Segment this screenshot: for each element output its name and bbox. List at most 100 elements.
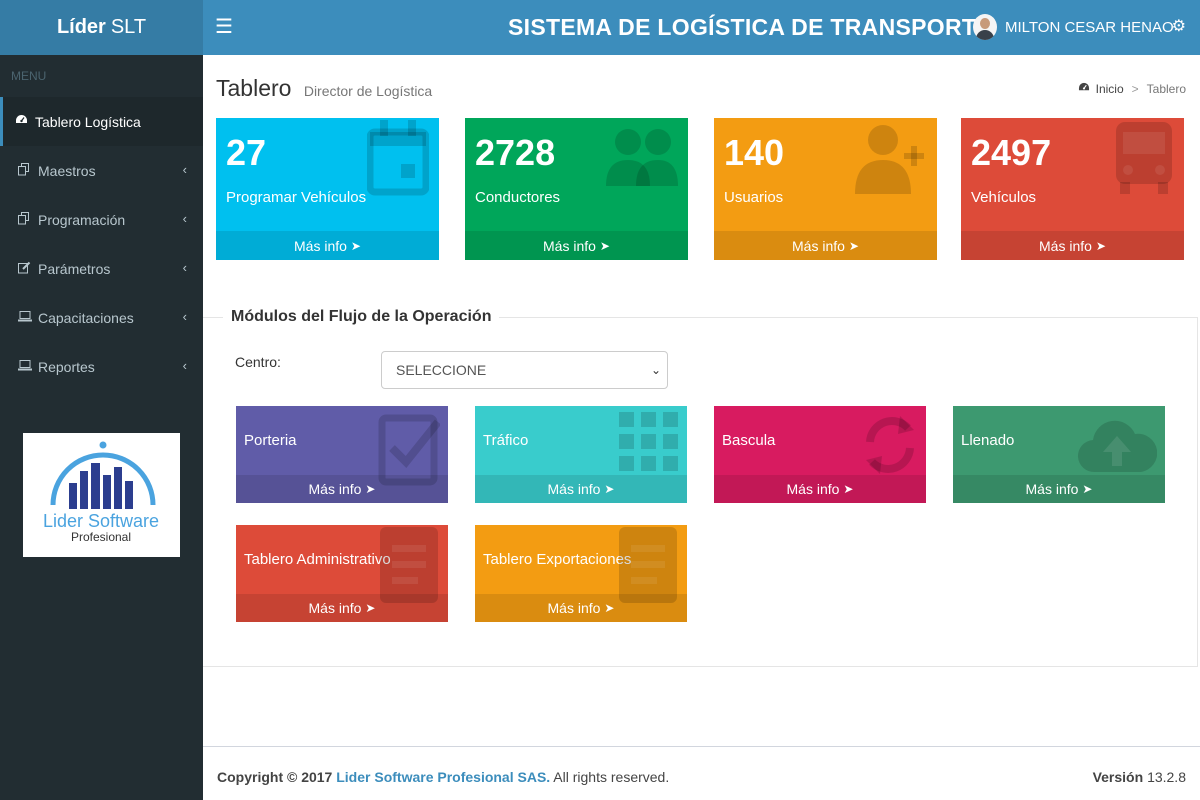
user-menu[interactable]: MILTON CESAR HENAO xyxy=(973,14,1174,40)
more-info-link[interactable]: Más info ➤ xyxy=(475,594,687,622)
arrow-circle-right-icon: ➤ xyxy=(604,601,615,615)
centro-label: Centro: xyxy=(235,354,281,370)
grid-icon xyxy=(619,412,679,481)
sidebar: MENU Tablero Logística Maestros ‹ Progra… xyxy=(0,55,203,800)
more-info-link[interactable]: Más info ➤ xyxy=(714,475,926,503)
stat-label: Conductores xyxy=(475,189,561,206)
module-label: Tráfico xyxy=(483,432,529,449)
menu-header: MENU xyxy=(11,69,47,83)
avatar xyxy=(973,14,997,40)
dashboard-icon xyxy=(15,114,35,129)
chevron-left-icon: ‹ xyxy=(182,211,187,226)
version-number: 13.2.8 xyxy=(1147,769,1186,785)
calendar-icon xyxy=(366,118,430,201)
copyright: Copyright © 2017 Lider Software Profesio… xyxy=(217,769,669,785)
logo-text-2: Profesional xyxy=(71,530,131,544)
refresh-icon xyxy=(862,406,918,489)
document-icon xyxy=(380,527,438,608)
check-square-icon xyxy=(378,408,442,491)
copyright-text: Copyright © 2017 xyxy=(217,769,333,785)
rights-text: All rights reserved. xyxy=(553,769,670,785)
sidebar-item-capacitaciones[interactable]: Capacitaciones ‹ xyxy=(0,293,203,342)
module-label: Tablero Exportaciones xyxy=(483,551,632,568)
sidebar-item-parametros[interactable]: Parámetros ‹ xyxy=(0,244,203,293)
stat-value: 2497 xyxy=(971,132,1052,173)
more-info-label: Más info xyxy=(786,481,840,497)
sidebar-item-label: Parámetros xyxy=(38,260,111,277)
gears-icon[interactable]: ⚙ xyxy=(1171,18,1186,35)
arrow-circle-right-icon: ➤ xyxy=(604,482,615,496)
module-porteria: Porteria Más info ➤ xyxy=(236,406,448,503)
arrow-circle-right-icon: ➤ xyxy=(365,601,376,615)
sidebar-item-label: Reportes xyxy=(38,358,95,375)
stat-value: 27 xyxy=(226,132,267,173)
laptop-icon xyxy=(18,359,38,374)
sidebar-item-tablero-logistica[interactable]: Tablero Logística xyxy=(0,97,203,146)
version: Versión 13.2.8 xyxy=(1093,769,1186,785)
brand-logo[interactable]: Líder SLT xyxy=(0,0,203,55)
stat-box-vehiculos: 2497 Vehículos Más info ➤ xyxy=(961,118,1184,260)
module-label: Bascula xyxy=(722,432,776,449)
chevron-left-icon: ‹ xyxy=(182,309,187,324)
centro-select-value: SELECCIONE xyxy=(396,362,487,378)
breadcrumb: Inicio > Tablero xyxy=(1078,82,1186,96)
more-info-link[interactable]: Más info ➤ xyxy=(714,231,937,260)
stat-label: Usuarios xyxy=(724,189,784,206)
sidebar-item-maestros[interactable]: Maestros ‹ xyxy=(0,146,203,195)
hamburger-icon[interactable]: ☰ xyxy=(215,16,233,38)
sidebar-item-programacion[interactable]: Programación ‹ xyxy=(0,195,203,244)
arrow-circle-right-icon: ➤ xyxy=(350,238,361,253)
more-info-label: Más info xyxy=(308,600,362,616)
sidebar-item-reportes[interactable]: Reportes ‹ xyxy=(0,342,203,391)
page-title-text: Tablero xyxy=(216,75,292,101)
chevron-down-icon: ⌄ xyxy=(650,363,661,377)
sidebar-item-label: Maestros xyxy=(38,162,96,179)
more-info-link[interactable]: Más info ➤ xyxy=(465,231,688,260)
sidebar-item-label: Capacitaciones xyxy=(38,309,134,326)
page-title: Tablero Director de Logística xyxy=(216,75,432,102)
company-link[interactable]: Lider Software Profesional SAS. xyxy=(336,769,551,785)
page-footer: Copyright © 2017 Lider Software Profesio… xyxy=(203,746,1200,800)
users-icon xyxy=(606,126,678,193)
arrow-circle-right-icon: ➤ xyxy=(848,238,859,253)
user-name: MILTON CESAR HENAO xyxy=(1005,18,1174,36)
modules-section-title: Módulos del Flujo de la Operación xyxy=(223,308,500,326)
arrow-circle-right-icon: ➤ xyxy=(599,238,610,253)
bus-icon xyxy=(1114,120,1174,201)
version-label: Versión xyxy=(1092,769,1144,785)
stat-value: 2728 xyxy=(475,132,556,173)
dashboard-icon xyxy=(1078,82,1090,96)
chevron-left-icon: ‹ xyxy=(182,358,187,373)
stat-box-usuarios: 140 Usuarios Más info ➤ xyxy=(714,118,937,260)
copy-icon xyxy=(18,162,38,179)
more-info-label: Más info xyxy=(1039,237,1092,254)
more-info-link[interactable]: Más info ➤ xyxy=(236,475,448,503)
more-info-link[interactable]: Más info ➤ xyxy=(953,475,1165,503)
brand-rest: SLT xyxy=(110,16,147,38)
sidebar-item-label: Tablero Logística xyxy=(35,113,141,130)
stat-value: 140 xyxy=(724,132,785,173)
module-label: Llenado xyxy=(961,432,1015,449)
system-title: SISTEMA DE LOGÍSTICA DE TRANSPORTE xyxy=(508,14,992,40)
more-info-label: Más info xyxy=(792,237,845,254)
more-info-label: Más info xyxy=(294,237,347,254)
chevron-left-icon: ‹ xyxy=(182,260,187,275)
centro-select[interactable]: SELECCIONE ⌄ xyxy=(381,351,668,389)
logo-text-1: Lider Software xyxy=(43,511,159,531)
arrow-circle-right-icon: ➤ xyxy=(843,482,854,496)
breadcrumb-separator: > xyxy=(1131,82,1139,96)
arrow-circle-right-icon: ➤ xyxy=(1082,482,1093,496)
breadcrumb-home[interactable]: Inicio xyxy=(1095,82,1124,96)
module-llenado: Llenado Más info ➤ xyxy=(953,406,1165,503)
chevron-left-icon: ‹ xyxy=(182,162,187,177)
user-plus-icon xyxy=(855,122,927,199)
more-info-label: Más info xyxy=(543,237,596,254)
more-info-link[interactable]: Más info ➤ xyxy=(961,231,1184,260)
more-info-label: Más info xyxy=(308,481,362,497)
cloud-upload-icon xyxy=(1077,418,1158,479)
more-info-link[interactable]: Más info ➤ xyxy=(236,594,448,622)
more-info-link[interactable]: Más info ➤ xyxy=(216,231,439,260)
more-info-label: Más info xyxy=(1025,481,1079,497)
modules-section xyxy=(203,317,1198,667)
more-info-link[interactable]: Más info ➤ xyxy=(475,475,687,503)
